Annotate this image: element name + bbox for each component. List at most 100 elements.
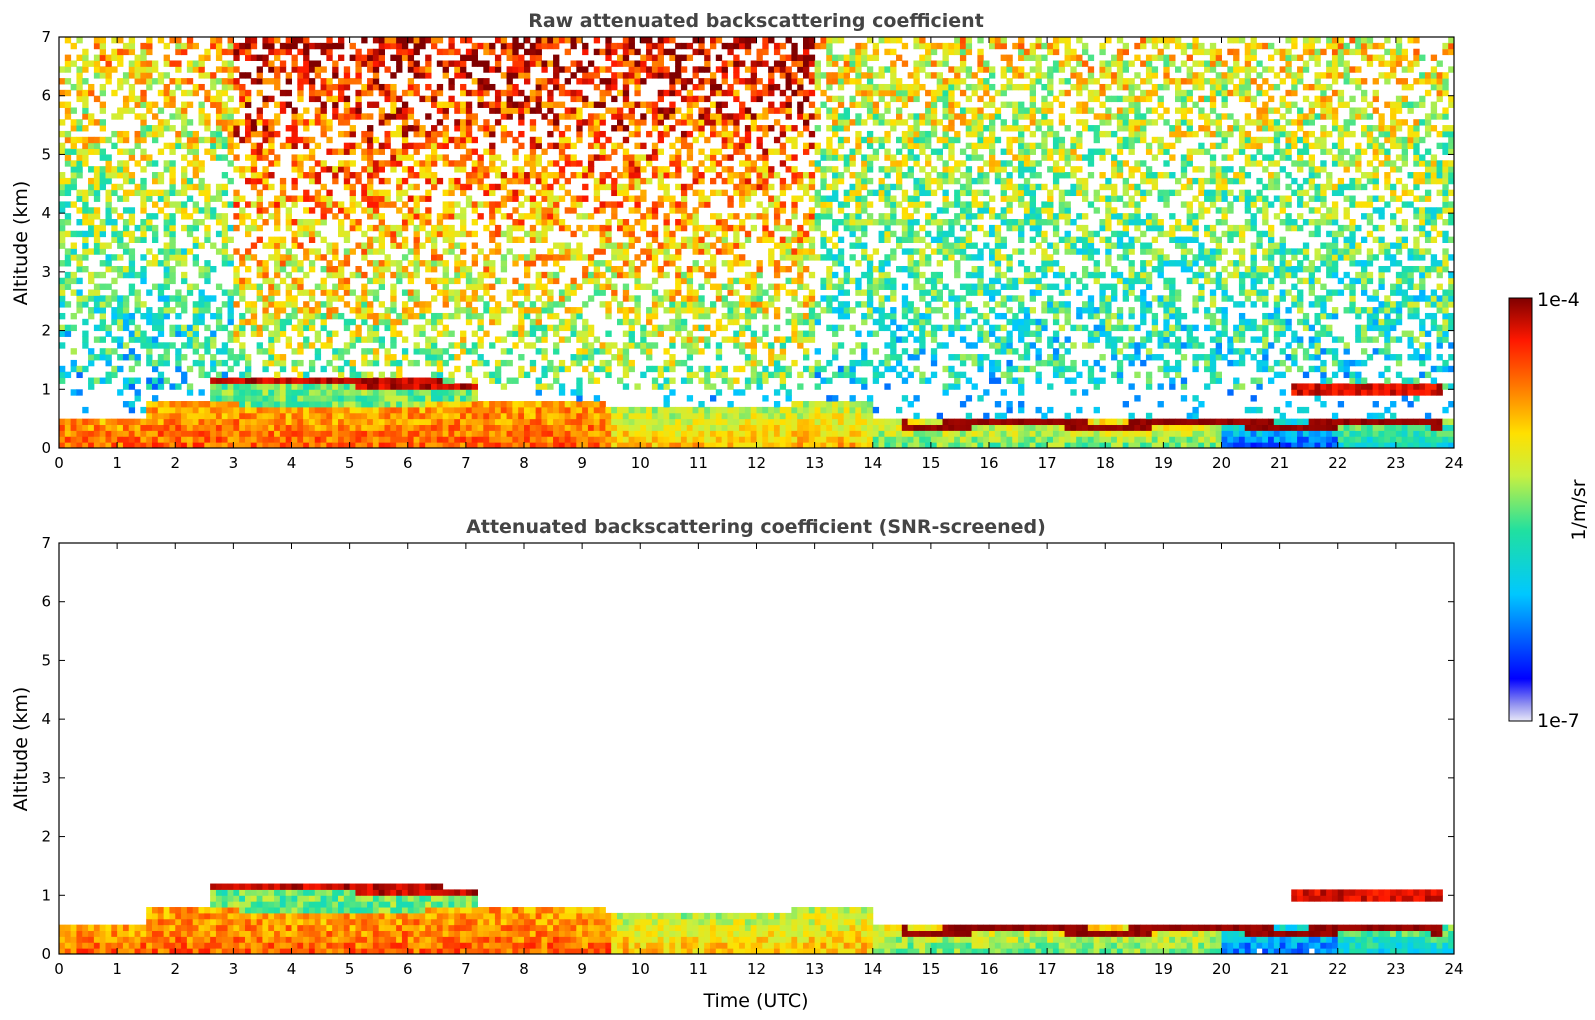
heatmap-cell: [558, 295, 566, 302]
heatmap-cell: [308, 359, 316, 367]
heatmap-cell: [535, 271, 542, 279]
heatmap-cell: [500, 430, 508, 437]
heatmap-cell: [634, 265, 641, 273]
heatmap-cell: [175, 60, 182, 67]
heatmap-cell: [320, 312, 327, 320]
heatmap-cell: [384, 354, 391, 361]
heatmap-cell: [140, 189, 147, 197]
heatmap-cell: [431, 354, 438, 361]
heatmap-cell: [157, 359, 165, 367]
heatmap-cell: [215, 48, 223, 56]
heatmap-cell: [744, 42, 752, 50]
heatmap-cell: [128, 283, 136, 290]
heatmap-cell: [343, 383, 351, 390]
heatmap-cell: [640, 336, 647, 343]
heatmap-cell: [564, 307, 571, 314]
heatmap-cell: [721, 371, 728, 379]
heatmap-cell: [262, 54, 269, 61]
heatmap-cell: [181, 207, 188, 214]
heatmap-cell: [413, 130, 420, 138]
heatmap-cell: [442, 224, 449, 232]
heatmap-cell: [646, 37, 653, 44]
heatmap-cell: [622, 342, 630, 349]
heatmap-cell: [582, 412, 589, 420]
heatmap-cell: [146, 442, 153, 448]
heatmap-cell: [611, 113, 618, 120]
heatmap-cell: [70, 312, 77, 320]
heatmap-cell: [384, 401, 391, 408]
heatmap-cell: [105, 213, 112, 220]
heatmap-cell: [535, 277, 542, 285]
heatmap-cell: [698, 48, 705, 56]
heatmap-cell: [134, 72, 141, 79]
heatmap-cell: [233, 401, 240, 408]
heatmap-cell: [698, 312, 705, 320]
heatmap-cell: [82, 201, 89, 208]
heatmap-cell: [117, 236, 124, 243]
heatmap-cell: [396, 430, 403, 437]
heatmap-cell: [442, 125, 449, 132]
heatmap-cell: [454, 436, 461, 443]
heatmap-cell: [227, 224, 234, 232]
heatmap-cell: [215, 436, 223, 443]
heatmap-cell: [454, 442, 461, 448]
heatmap-cell: [332, 383, 339, 390]
heatmap-cell: [471, 283, 478, 290]
heatmap-cell: [686, 154, 694, 161]
heatmap-cell: [262, 442, 269, 448]
heatmap-cell: [297, 172, 304, 179]
heatmap-cell: [146, 160, 153, 167]
heatmap-cell: [762, 371, 769, 379]
heatmap-cell: [413, 207, 420, 214]
heatmap-cell: [454, 125, 461, 132]
heatmap-cell: [663, 260, 670, 267]
heatmap-cell: [152, 383, 159, 390]
heatmap-cell: [384, 66, 391, 73]
heatmap-cell: [628, 195, 635, 202]
heatmap-cell: [314, 424, 322, 431]
heatmap-cell: [605, 107, 612, 114]
heatmap-cell: [361, 60, 368, 67]
heatmap-cell: [122, 224, 130, 232]
heatmap-cell: [268, 336, 275, 343]
heatmap-cell: [314, 107, 322, 114]
heatmap-cell: [663, 324, 670, 332]
heatmap-cell: [593, 119, 601, 126]
heatmap-cell: [64, 201, 72, 208]
heatmap-cell: [140, 101, 147, 108]
heatmap-cell: [419, 219, 426, 226]
heatmap-cell: [268, 172, 275, 179]
heatmap-cell: [372, 436, 380, 443]
heatmap-cell: [82, 248, 89, 255]
heatmap-cell: [291, 107, 298, 114]
heatmap-cell: [570, 436, 577, 443]
heatmap-cell: [425, 260, 432, 267]
heatmap-cell: [483, 66, 490, 73]
heatmap-cell: [518, 89, 525, 97]
heatmap-cell: [535, 418, 542, 426]
heatmap-cell: [576, 195, 583, 202]
heatmap-cell: [367, 207, 374, 214]
heatmap-cell: [122, 312, 130, 320]
heatmap-cell: [733, 301, 740, 308]
heatmap-cell: [204, 113, 211, 120]
heatmap-cell: [448, 189, 455, 197]
heatmap-cell: [279, 177, 287, 185]
heatmap-cell: [268, 119, 275, 126]
heatmap-cell: [76, 301, 83, 308]
heatmap-cell: [698, 66, 705, 73]
heatmap-cell: [442, 265, 449, 273]
heatmap-cell: [355, 295, 362, 302]
heatmap-cell: [640, 406, 647, 414]
heatmap-cell: [582, 365, 589, 373]
heatmap-cell: [454, 260, 461, 267]
heatmap-cell: [489, 418, 496, 426]
heatmap-cell: [122, 207, 130, 214]
heatmap-cell: [431, 312, 438, 320]
heatmap-cell: [308, 66, 316, 73]
heatmap-cell: [221, 401, 229, 408]
heatmap-cell: [285, 342, 292, 349]
heatmap-cell: [192, 207, 199, 214]
heatmap-cell: [70, 119, 77, 126]
heatmap-cell: [192, 166, 199, 173]
